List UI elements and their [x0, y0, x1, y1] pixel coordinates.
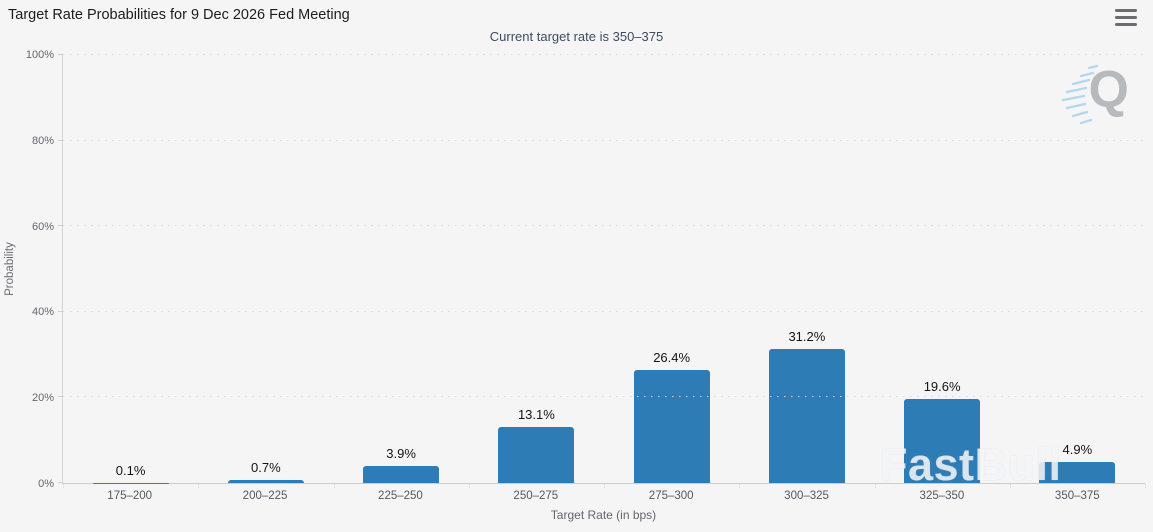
gridline-40% — [63, 310, 1145, 312]
x-axis-category-labels: 175–200 200–225 225–250 250–275 275–300 300–3… — [62, 490, 1145, 502]
x-category-label: 300–325 — [784, 490, 829, 502]
x-tick-mark — [468, 484, 470, 488]
y-tick-label: 20% — [31, 392, 54, 405]
x-tick-mark — [63, 484, 64, 488]
gridline-100% — [63, 54, 1145, 55]
hamburger-bar — [1115, 9, 1137, 13]
chart-title: Target Rate Probabilities for 9 Dec 2026… — [8, 7, 350, 23]
bar-value-label: 0.1% — [115, 462, 146, 478]
x-axis-title: Target Rate (in bps) — [550, 508, 657, 522]
x-tick-mark — [604, 484, 605, 488]
bar-175–200[interactable] — [92, 482, 169, 483]
x-tick-mark — [874, 484, 876, 488]
bar-slot-300–325: 31.2% — [739, 55, 874, 483]
x-category-label: 275–300 — [648, 490, 694, 502]
x-category-label: 250–275 — [513, 490, 559, 502]
x-tick-mark — [1145, 484, 1146, 488]
gridline-20% — [63, 396, 1145, 398]
y-tick-mark — [58, 225, 63, 227]
bar-value-label: 3.9% — [386, 446, 416, 462]
plot-area: 0.1% 0.7% 3.9% 13.1% 26.4% 31.2% 19.6% 4.9% — [58, 54, 1146, 488]
y-tick-mark — [58, 310, 63, 312]
gridline-80% — [63, 139, 1145, 141]
bar-value-label: 4.9% — [1062, 442, 1093, 458]
bar-275–300[interactable] — [633, 370, 710, 483]
bar-value-label: 26.4% — [653, 350, 691, 366]
y-tick-label: 100% — [25, 49, 54, 61]
y-tick-mark — [58, 482, 63, 483]
x-tick-mark — [333, 484, 335, 488]
gridline-60% — [63, 225, 1145, 227]
x-category-label: 200–225 — [242, 490, 288, 502]
bar-slot-275–300: 26.4% — [604, 55, 739, 483]
y-tick-label: 0% — [38, 478, 54, 490]
y-tick-label: 60% — [31, 220, 54, 233]
x-category-label: 350–375 — [1054, 490, 1100, 502]
bar-slot-350–375: 4.9% — [1010, 55, 1145, 483]
bar-350–375[interactable] — [1039, 462, 1116, 483]
bar-slot-250–275: 13.1% — [469, 55, 604, 483]
y-axis-title: Probability — [4, 242, 16, 296]
x-tick-mark — [198, 484, 200, 488]
y-tick-label: 80% — [31, 134, 54, 147]
x-category-label: 325–350 — [919, 490, 965, 502]
bar-value-label: 0.7% — [251, 460, 281, 476]
hamburger-bar — [1115, 15, 1137, 20]
bar-value-label: 13.1% — [517, 406, 555, 422]
y-tick-mark — [58, 54, 63, 55]
x-category-label: 225–250 — [378, 490, 423, 502]
bar-225–250[interactable] — [363, 466, 440, 483]
bar-300–325[interactable] — [768, 349, 845, 483]
bar-value-label: 31.2% — [788, 329, 826, 345]
bar-slot-325–350: 19.6% — [875, 55, 1010, 483]
y-axis-tick-labels: 0% 20% 40% 60% 80% 100% — [0, 49, 58, 490]
bar-250–275[interactable] — [498, 426, 575, 483]
bar-325–350[interactable] — [904, 399, 981, 483]
chart-subtitle: Current target rate is 350–375 — [489, 29, 664, 44]
bar-slot-200–225: 0.7% — [198, 55, 333, 483]
bar-200–225[interactable] — [227, 480, 304, 483]
bar-slot-175–200: 0.1% — [63, 55, 198, 483]
hamburger-bar — [1115, 22, 1137, 26]
hamburger-menu-icon[interactable] — [1115, 9, 1137, 26]
x-category-label: 175–200 — [107, 490, 153, 502]
bars-row: 0.1% 0.7% 3.9% 13.1% 26.4% 31.2% 19.6% 4.9% — [63, 55, 1145, 483]
x-tick-mark — [739, 484, 741, 488]
y-tick-label: 40% — [31, 306, 54, 319]
bar-slot-225–250: 3.9% — [334, 55, 469, 483]
y-tick-mark — [58, 139, 63, 141]
bar-value-label: 19.6% — [923, 379, 961, 395]
y-tick-mark — [58, 396, 63, 398]
x-tick-mark — [1009, 484, 1011, 488]
